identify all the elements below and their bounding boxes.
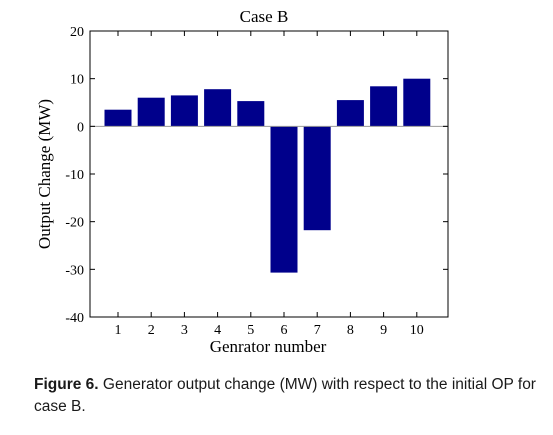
figure-caption-text: Generator output change (MW) with respec… — [34, 376, 536, 415]
bar-generator-8 — [336, 100, 364, 127]
bar-generator-6 — [270, 126, 298, 273]
y-tick-label: -20 — [65, 216, 84, 231]
bar-generator-9 — [370, 86, 398, 127]
x-tick-label: 9 — [380, 323, 387, 338]
x-axis: 1 2 3 4 5 6 7 8 9 10 — [115, 31, 424, 338]
x-tick-label: 6 — [281, 323, 288, 338]
x-tick-label: 4 — [214, 323, 221, 338]
bar-chart: Case B 20 10 0 -10 -20 -30 -40 1 2 3 4 5 6 7 8 9 10 Gen… — [35, 7, 449, 356]
y-axis: 20 10 0 -10 -20 -30 -40 — [65, 25, 448, 326]
bar-generator-7 — [303, 126, 331, 231]
bar-generator-3 — [170, 95, 198, 127]
y-axis-label: Output Change (MW) — [35, 99, 54, 249]
bar-generator-2 — [137, 97, 165, 127]
x-tick-label: 5 — [247, 323, 254, 338]
y-tick-label: -10 — [65, 168, 84, 183]
y-tick-label: -40 — [65, 311, 84, 326]
bar-series — [104, 78, 431, 273]
y-tick-label: 0 — [77, 120, 84, 135]
x-tick-label: 10 — [410, 323, 424, 338]
bar-generator-10 — [403, 78, 431, 127]
figure-caption: Figure 6. Generator output change (MW) w… — [34, 374, 546, 418]
x-axis-label: Genrator number — [210, 337, 327, 356]
y-tick-label: -30 — [65, 263, 84, 278]
y-tick-label: 20 — [70, 25, 84, 40]
y-tick-label: 10 — [70, 73, 84, 88]
x-tick-label: 8 — [347, 323, 354, 338]
figure-label: Figure 6. — [34, 376, 99, 393]
chart-title: Case B — [240, 7, 289, 26]
plot-area — [89, 30, 449, 318]
bar-generator-4 — [204, 89, 232, 127]
x-tick-label: 7 — [314, 323, 321, 338]
bar-generator-1 — [104, 109, 132, 127]
bar-generator-5 — [237, 101, 265, 127]
x-tick-label: 1 — [115, 323, 122, 338]
x-tick-label: 2 — [148, 323, 155, 338]
x-tick-label: 3 — [181, 323, 188, 338]
